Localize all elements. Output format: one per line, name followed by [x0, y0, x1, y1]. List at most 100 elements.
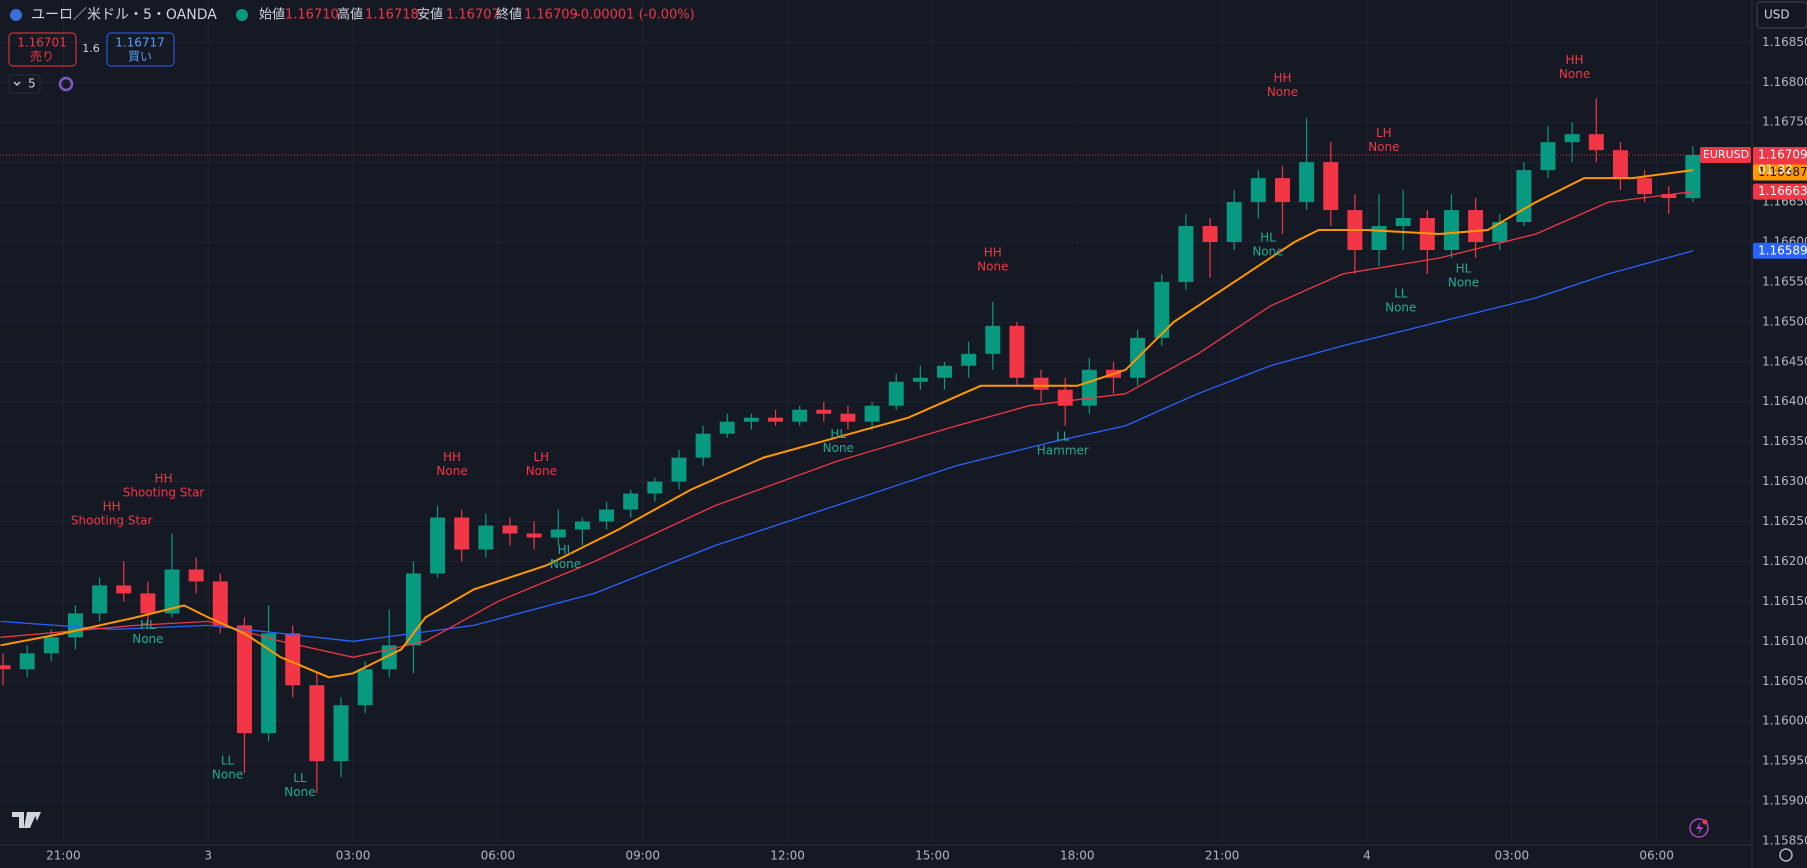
candle-body: [1516, 170, 1532, 223]
sell-label[interactable]: 売り: [30, 49, 54, 64]
candle-body: [116, 585, 132, 594]
y-tick-label: 1.16050: [1762, 674, 1807, 688]
candle-body: [430, 517, 446, 574]
candle-body: [647, 481, 663, 494]
high-value: 1.16718: [365, 8, 419, 23]
pattern-label: HL: [558, 543, 574, 557]
candle-body: [1612, 150, 1628, 179]
candle-body: [1226, 202, 1242, 242]
candle-body: [19, 653, 35, 670]
candle-body: [1661, 194, 1677, 199]
symbol-tag-label: EURUSD: [1703, 148, 1749, 161]
candle-body: [695, 433, 711, 458]
candle-body: [236, 625, 252, 734]
candle-body: [188, 569, 204, 582]
price-tag-label: 1.16663: [1758, 184, 1807, 198]
currency[interactable]: USD: [1764, 8, 1790, 22]
price-tag-label: 1.16589: [1758, 243, 1807, 257]
candle-body: [212, 581, 228, 626]
settings-icon[interactable]: [1779, 848, 1793, 862]
symbol-tag: [1700, 146, 1751, 163]
spread: 1.6: [82, 42, 100, 55]
candle-body: [768, 417, 784, 422]
candle-body: [1009, 325, 1025, 378]
sync-icon[interactable]: [58, 76, 74, 92]
pattern-label: None: [526, 464, 557, 478]
pattern-label: None: [436, 464, 467, 478]
y-tick-label: 1.16550: [1762, 274, 1807, 288]
interval[interactable]: 5: [28, 77, 36, 91]
candle-body: [1033, 377, 1049, 390]
pattern-label: HL: [1260, 231, 1276, 245]
y-tick-label: 1.16250: [1762, 514, 1807, 528]
pattern-label: None: [132, 632, 163, 646]
y-tick-label: 1.16000: [1762, 714, 1807, 728]
buy-price[interactable]: 1.16717: [115, 36, 165, 50]
candle-body: [1564, 134, 1580, 143]
currency-box[interactable]: [1756, 1, 1807, 29]
y-tick-label: 1.16800: [1762, 75, 1807, 89]
y-tick-label: 1.16200: [1762, 554, 1807, 568]
pattern-label: HH: [155, 472, 173, 486]
alert-dot: [1702, 819, 1708, 825]
pattern-label: HL: [140, 618, 156, 632]
candle-body: [164, 569, 180, 614]
price-tag: [1753, 164, 1807, 181]
candle-body: [309, 685, 325, 762]
alert-icon[interactable]: [1689, 818, 1709, 838]
y-tick-label: 1.16750: [1762, 115, 1807, 129]
price-tag: [1753, 242, 1807, 259]
pattern-label: None: [1385, 300, 1416, 314]
candle-body: [743, 417, 759, 422]
pattern-label: LL: [293, 771, 307, 785]
candle-body: [92, 585, 108, 614]
candle-body: [574, 521, 590, 530]
low-value: 1.16707: [446, 8, 500, 23]
y-tick-label: 1.15950: [1762, 754, 1807, 768]
y-tick-label: 1.16850: [1762, 35, 1807, 49]
x-tick-label: 03:00: [1495, 849, 1530, 863]
candle-body: [454, 517, 470, 550]
candle-body: [550, 529, 566, 538]
x-tick-label: 06:00: [481, 849, 516, 863]
pattern-label: None: [212, 768, 243, 782]
pattern-label: None: [284, 785, 315, 799]
market-status: [236, 9, 248, 21]
lightning: [1696, 821, 1703, 835]
pattern-label: Shooting Star: [123, 486, 205, 500]
open-label: 始値: [259, 7, 285, 23]
pattern-label: None: [823, 441, 854, 455]
candle-body: [357, 669, 373, 706]
pattern-label: LL: [221, 754, 235, 768]
candle-body: [1637, 178, 1653, 195]
candle-body: [888, 381, 904, 406]
buy-button[interactable]: [106, 32, 175, 67]
interval-box[interactable]: [8, 74, 41, 94]
candle-body: [864, 405, 880, 422]
logo[interactable]: [12, 812, 41, 828]
pattern-label: HH: [984, 246, 1002, 260]
candle-body: [719, 421, 735, 434]
candle-body: [912, 377, 928, 382]
close-value: 1.16709: [524, 8, 578, 23]
candle-body: [1468, 210, 1484, 242]
candle-body: [1492, 222, 1508, 242]
candle-body: [478, 525, 494, 550]
candle-body: [333, 705, 349, 762]
candle-body: [43, 637, 59, 654]
buy-label[interactable]: 買い: [128, 50, 152, 64]
candle-body: [261, 633, 277, 734]
sell-button[interactable]: [8, 32, 77, 67]
change: -0.00001 (-0.00%): [576, 8, 695, 23]
price-tag-label: 1.16687: [1758, 165, 1807, 179]
x-tick-label: 21:00: [1205, 849, 1240, 863]
candle-body: [1202, 226, 1218, 242]
candle-body: [961, 353, 977, 366]
sell-price[interactable]: 1.16701: [17, 36, 67, 50]
chevron: [13, 81, 21, 86]
pattern-label: None: [1252, 245, 1283, 259]
candle-body: [1395, 218, 1411, 227]
